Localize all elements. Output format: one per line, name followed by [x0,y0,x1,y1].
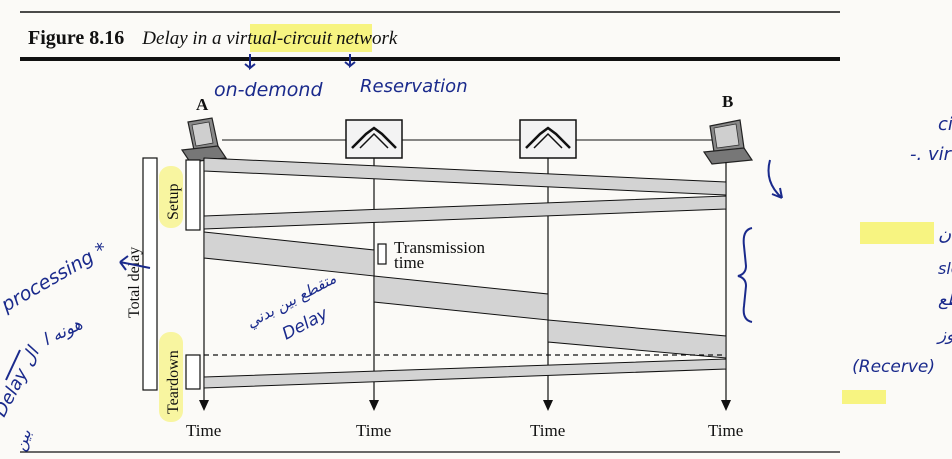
annotation-right-mid-4: لأنه المسار محجوز [936,323,952,345]
time-label-a: Time [186,421,221,440]
total-delay-label: Total delay [126,247,143,318]
setup-highlight [159,166,183,228]
annotation-right-mid-5: (Recerve) [852,357,935,377]
teardown-highlight [159,332,183,422]
transmission-time-label-1: Transmission [394,238,486,257]
data-band-a-to-node1 [203,231,375,277]
computer-b-icon [702,119,754,165]
setup-label: Setup [165,184,182,220]
annotation-right-mid-2: عندي ال slop continous [938,259,952,278]
switch-node-1-icon [345,119,403,159]
total-delay-bracket [142,157,158,391]
annotation-left-stroke [5,349,21,381]
annotation-right-arrow [767,159,783,199]
caption-bottom-rule [20,57,840,61]
annotation-highlight-bottom [842,390,886,404]
annotation-reservation: Reservation [360,76,468,97]
annotation-highlight-circuit [860,222,934,244]
caption-highlight [250,24,372,52]
annotation-left-4: بين [10,426,35,453]
caption-title-highlight: virtual-circuit [226,28,333,49]
annotation-left-2: هونه ا [39,314,85,350]
annotation-arrow-reservation [344,54,356,69]
caption-title-prefix: Delay in a [141,28,226,49]
annotation-right-top-1: الفرق بين ال circuit [938,114,952,135]
computer-a-icon [180,117,228,163]
call-accept-band [203,195,727,230]
annotation-right-mid-1: هنا بـ circuit كان [938,224,952,245]
annotation-curly-brace [737,227,753,323]
data-band-node2-to-b [547,319,727,359]
timeline-node-2 [543,158,553,411]
figure-number: Figure 8.16 [28,27,124,49]
call-request-band [203,157,727,196]
station-a-label: A [196,95,209,114]
time-label-node2: Time [530,421,565,440]
station-b-label: B [722,92,733,111]
setup-bracket [185,159,201,231]
time-label-node1: Time [356,421,391,440]
annotation-left-1: processing * [0,238,111,317]
annotation-left-3: Delay ال [0,342,45,420]
caption-title-suffix: network [336,28,398,49]
figure-caption: Figure 8.16 Delay in a virtual-circuit n… [28,27,398,49]
annotation-left-arrow [119,255,151,271]
teardown-bracket [185,354,201,390]
data-band-node1-to-node2 [373,275,549,321]
teardown-label: Teardown [165,350,182,414]
switch-node-2-icon [519,119,577,159]
annotation-right-mid-3: مش متقطع [938,290,952,310]
time-label-b: Time [708,421,743,440]
timeline-a [199,158,209,411]
transmission-time-marker [377,243,387,265]
annotation-right-top-2: وال virtual .- [910,144,952,165]
annotation-on-demand: on-demond [214,79,323,101]
clear-request-band [203,358,727,389]
annotation-arrow-on-demand [244,54,256,71]
transmission-time-label-2: time [394,253,424,272]
